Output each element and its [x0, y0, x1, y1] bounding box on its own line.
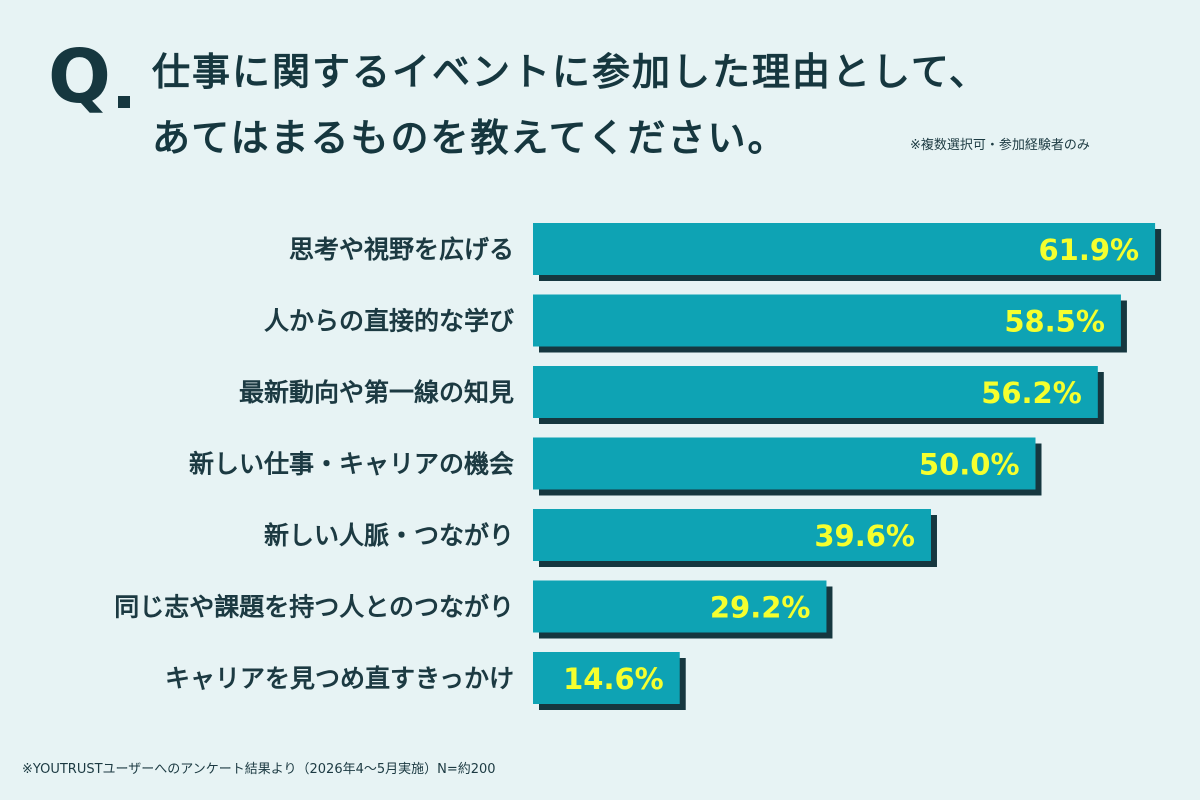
value-label: 56.2% — [981, 376, 1082, 410]
category-label: 新しい仕事・キャリアの機会 — [189, 450, 514, 479]
value-label: 58.5% — [1004, 305, 1105, 339]
category-label: 人からの直接的な学び — [264, 307, 514, 336]
survey-footnote: ※YOUTRUSTユーザーへのアンケート結果より（2026年4〜5月実施）N=約… — [22, 762, 496, 777]
value-label: 61.9% — [1038, 233, 1139, 267]
bar — [533, 580, 827, 633]
title-line-1: 仕事に関するイベントに参加した理由として、 — [152, 50, 989, 94]
bar — [533, 437, 1036, 490]
category-label: 新しい人脈・つながり — [264, 521, 514, 550]
category-label: 最新動向や第一線の知見 — [239, 378, 514, 407]
bar — [533, 294, 1121, 347]
q-mark: Q — [48, 34, 111, 120]
value-label: 14.6% — [563, 662, 664, 696]
title-line-2: あてはまるものを教えてください。 — [152, 116, 788, 160]
category-label: 同じ志や課題を持つ人とのつながり — [114, 593, 514, 622]
bar — [533, 509, 931, 561]
bar — [533, 652, 680, 704]
value-label: 29.2% — [710, 591, 811, 625]
category-label: 思考や視野を広げる — [289, 235, 514, 264]
value-label: 39.6% — [814, 519, 915, 553]
selection-note: ※複数選択可・参加経験者のみ — [910, 138, 1090, 153]
bar — [533, 223, 1156, 275]
q-dot — [118, 96, 130, 108]
bar — [533, 366, 1098, 418]
bar-chart: 思考や視野を広げる 61.9% 人からの直接的な学び 58.5% 最新動向や第一線の知見… — [114, 223, 1162, 710]
value-label: 50.0% — [919, 448, 1020, 482]
category-label: キャリアを見つめ直すきっかけ — [165, 664, 514, 693]
